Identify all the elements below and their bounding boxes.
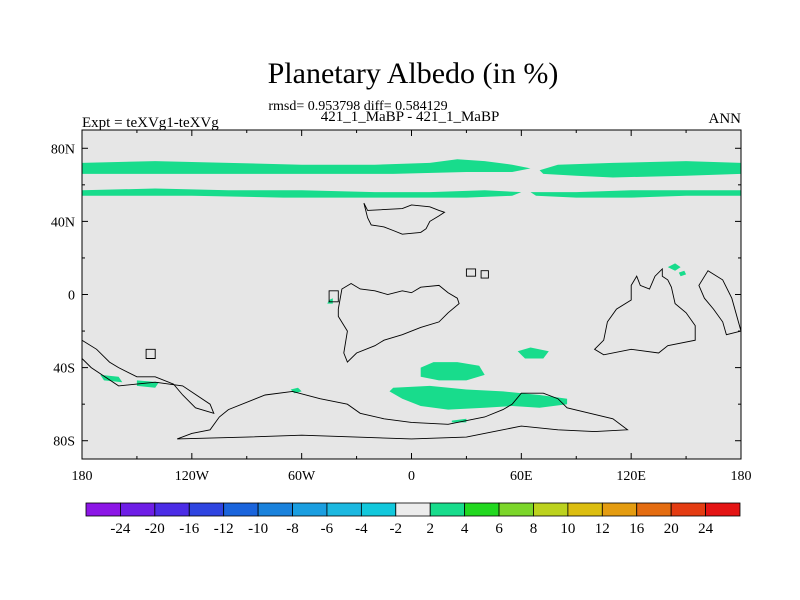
colorbar-label: 16: [629, 521, 645, 537]
colorbar-label: 8: [530, 521, 538, 537]
stats-line: rmsd= 0.953798 diff= 0.584129: [268, 99, 447, 114]
season-label: ANN: [709, 111, 742, 127]
coastline-continent-central: [337, 282, 460, 363]
coastline-continent-far-east: [698, 270, 742, 336]
map-background: [82, 130, 741, 459]
region-subarctic-band-east: [530, 190, 741, 198]
colorbar-label: 4: [461, 521, 469, 537]
colorbar-swatch: [326, 502, 362, 517]
colorbar-swatch: [292, 502, 328, 517]
region-indian-ocean-blob: [517, 347, 549, 359]
colorbar-swatch: [395, 502, 431, 517]
colorbar-label: -4: [355, 521, 368, 537]
colorbar-swatch: [670, 502, 706, 517]
coastline-continent-south: [177, 390, 629, 440]
region-arctic-band-west: [82, 159, 531, 174]
colorbar-label: -8: [286, 521, 299, 537]
region-small-blob-east-2: [678, 270, 687, 277]
colorbar-label: -12: [214, 521, 234, 537]
colorbar-label: -16: [179, 521, 199, 537]
colorbar-swatch: [533, 502, 569, 517]
experiment-label: Expt = teXVg1-teXVg: [82, 115, 219, 131]
colorbar-swatch: [223, 502, 259, 517]
x-tick-label: 60W: [288, 469, 316, 484]
colorbar-swatch: [498, 502, 534, 517]
colorbar-label: -2: [390, 521, 403, 537]
coastline-island-pacific: [145, 348, 156, 359]
chart-subtitle: 421_1_MaBP - 421_1_MaBP: [321, 109, 500, 125]
coastline-continent-east: [593, 267, 696, 356]
colorbar: -24 -20 -16 -12 -10 -8 -6 -4 -2 2 4 6 8 10 12 16 20 24: [85, 502, 741, 537]
colorbar-swatch: [429, 502, 466, 517]
colorbar-swatch: [705, 502, 741, 517]
colorbar-swatch: [464, 502, 500, 517]
region-arctic-band-east: [539, 161, 741, 178]
colorbar-swatch: [360, 502, 397, 517]
coastline-continent-southwest: [81, 339, 215, 415]
coastline-island-central-north-2: [480, 270, 489, 279]
colorbar-label: 6: [495, 521, 503, 537]
colorbar-label: 24: [698, 521, 714, 537]
region-subarctic-band: [82, 188, 522, 198]
y-tick-label: 40N: [51, 215, 75, 230]
y-tick-label: 0: [68, 289, 75, 304]
region-southern-ocean-band: [389, 385, 568, 410]
shaded-regions: [82, 159, 741, 423]
colorbar-label: -20: [145, 521, 165, 537]
x-tick-label: 180: [72, 469, 93, 484]
colorbar-swatch: [636, 502, 672, 517]
colorbar-label: 10: [560, 521, 575, 537]
x-tick-label: 0: [408, 469, 415, 484]
x-axis: 180 120W 60W 0 60E 120E 180: [72, 130, 752, 484]
map-panel: 180 120W 60W 0 60E 120E 180 80N 40N 0 40S 80S: [51, 129, 752, 484]
colorbar-label: -24: [110, 521, 130, 537]
x-tick-label: 120E: [616, 469, 646, 484]
colorbar-label: -10: [248, 521, 268, 537]
colorbar-swatch: [601, 502, 638, 517]
y-tick-label: 80N: [51, 142, 75, 157]
y-tick-label: 80S: [53, 435, 75, 450]
coastline-continent-north: [363, 202, 446, 235]
colorbar-swatch: [85, 502, 121, 517]
colorbar-label: 12: [595, 521, 610, 537]
chart-title: Planetary Albedo (in %): [268, 57, 559, 90]
colorbar-swatch: [567, 502, 603, 517]
region-south-atlantic-blob: [420, 362, 485, 381]
y-axis: 80N 40N 0 40S 80S: [51, 142, 741, 450]
colorbar-swatch: [120, 502, 156, 517]
x-tick-label: 180: [731, 469, 752, 484]
colorbar-label: -6: [321, 521, 334, 537]
colorbar-label: 20: [664, 521, 679, 537]
colorbar-swatch: [257, 502, 293, 517]
region-small-blob-pacific-south: [100, 374, 123, 383]
coastline-island-atlantic: [328, 290, 339, 303]
region-small-blob-east: [667, 263, 681, 271]
x-tick-label: 60E: [510, 469, 533, 484]
coastline-island-central-north: [465, 268, 477, 277]
y-tick-label: 40S: [53, 362, 75, 377]
coastlines: [81, 202, 742, 440]
x-tick-label: 120W: [175, 469, 210, 484]
colorbar-swatch: [188, 502, 225, 517]
colorbar-swatch: [154, 502, 190, 517]
colorbar-label: 2: [426, 521, 434, 537]
